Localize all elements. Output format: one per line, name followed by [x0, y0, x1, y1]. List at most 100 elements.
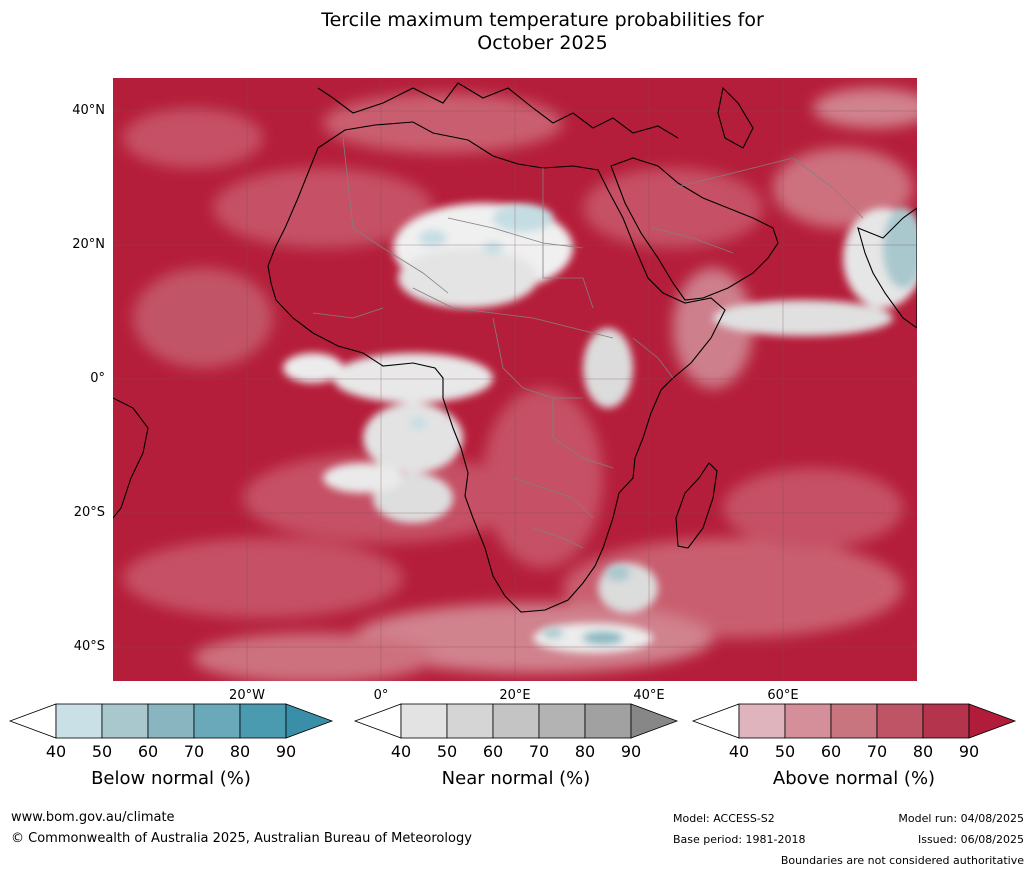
lon-label-0: 0°: [373, 688, 389, 703]
colorbar-segment: [193, 703, 241, 739]
lon-label-20w: 20°W: [229, 688, 265, 703]
footer-copyright: © Commonwealth of Australia 2025, Austra…: [11, 831, 472, 846]
colorbar-tick-label: 60: [482, 742, 504, 761]
below-normal-area: [583, 632, 623, 644]
below-normal-area: [483, 242, 503, 254]
colorbar-svg: [353, 703, 679, 739]
footer-disclaimer: Boundaries are not considered authoritat…: [780, 854, 1024, 867]
colorbar-title-near: Near normal (%): [441, 768, 591, 789]
colorbar-svg: [8, 703, 334, 739]
colorbar-tick-label: 50: [774, 742, 796, 761]
europe-coastline: [317, 82, 679, 139]
colorbar-tick-label: 90: [958, 742, 980, 761]
colorbar-segment: [492, 703, 540, 739]
near-normal-area: [283, 353, 343, 383]
above-normal-mid-area: [723, 468, 903, 548]
arabia-coastline: [610, 157, 779, 301]
colorbar-segment: [239, 703, 287, 739]
africa-coastline: [267, 121, 726, 613]
near-normal-area: [363, 403, 463, 473]
colorbar-min-extension: [8, 703, 57, 739]
title-line-2: October 2025: [477, 32, 608, 54]
colorbar-tick-label: 80: [912, 742, 934, 761]
colorbar-tick-label: 70: [866, 742, 888, 761]
chart-title: Tercile maximum temperature probabilitie…: [0, 9, 1035, 55]
below-normal-area: [410, 417, 426, 429]
footer-base-period: Base period: 1981-2018: [673, 833, 806, 846]
colorbar-tick-label: 40: [45, 742, 67, 761]
madagascar-coastline: [675, 462, 718, 549]
colorbar-above-normal: [691, 703, 1017, 744]
colorbar-segment: [101, 703, 149, 739]
above-normal-mid-area: [123, 538, 403, 618]
colorbar-tick-label: 40: [390, 742, 412, 761]
above-normal-mid-area: [123, 108, 263, 168]
lat-label-20n: 20°N: [72, 237, 105, 252]
above-normal-mid-area: [133, 268, 273, 368]
lat-label-equator: 0°: [90, 371, 105, 386]
above-normal-mid-area: [213, 168, 433, 248]
colorbar-tick-label: 90: [620, 742, 642, 761]
colorbar-tick-label: 60: [137, 742, 159, 761]
caspian-coastline: [717, 86, 754, 149]
above-normal-mid-area: [583, 168, 763, 248]
colorbar-tick-label: 70: [528, 742, 550, 761]
colorbar-segment: [738, 703, 786, 739]
above-normal-mid-area: [483, 388, 603, 568]
colorbar-segment: [446, 703, 494, 739]
near-normal-area: [323, 463, 403, 493]
colorbar-segment: [922, 703, 970, 739]
colorbar-max-extension: [968, 703, 1017, 739]
above-normal-mid-area: [193, 633, 433, 681]
graticule: [113, 78, 917, 681]
footer-issued: Issued: 06/08/2025: [917, 833, 1024, 846]
south-america-coastline: [113, 397, 149, 519]
country-boundaries: [312, 137, 864, 549]
lon-label-60e: 60°E: [767, 688, 799, 703]
footer-model-run: Model run: 04/08/2025: [898, 812, 1024, 825]
colorbar-near-normal: [353, 703, 679, 744]
above-normal-mid-area: [813, 88, 917, 128]
colorbar-segment: [830, 703, 878, 739]
colorbar-tick-label: 80: [574, 742, 596, 761]
colorbar-segment: [147, 703, 195, 739]
below-normal-area: [883, 208, 917, 288]
lon-label-40e: 40°E: [633, 688, 665, 703]
colorbar-tick-label: 40: [728, 742, 750, 761]
colorbar-title-below: Below normal (%): [91, 768, 251, 789]
colorbar-min-extension: [353, 703, 402, 739]
colorbar-segment: [538, 703, 586, 739]
colorbar-svg: [691, 703, 1017, 739]
footer-url: www.bom.gov.au/climate: [11, 810, 175, 825]
colorbar-segment: [400, 703, 448, 739]
lat-label-40n: 40°N: [72, 103, 105, 118]
colorbar-title-above: Above normal (%): [772, 768, 936, 789]
probability-map: [113, 78, 917, 681]
lat-label-20s: 20°S: [73, 505, 105, 520]
colorbar-min-extension: [691, 703, 740, 739]
above-normal-mid-area: [323, 93, 563, 153]
colorbar-tick-label: 70: [183, 742, 205, 761]
colorbar-tick-label: 80: [229, 742, 251, 761]
colorbar-tick-label: 60: [820, 742, 842, 761]
colorbar-below-normal: [8, 703, 334, 744]
title-line-1: Tercile maximum temperature probabilitie…: [321, 9, 764, 31]
lon-label-20e: 20°E: [499, 688, 531, 703]
colorbar-segment: [55, 703, 103, 739]
above-normal-mid-area: [673, 268, 753, 388]
lat-label-40s: 40°S: [73, 639, 105, 654]
india-coastline: [857, 207, 917, 329]
near-normal-area: [398, 248, 538, 308]
near-normal-area: [333, 353, 493, 403]
footer-model: Model: ACCESS-S2: [673, 812, 775, 825]
colorbar-tick-label: 50: [436, 742, 458, 761]
below-normal-area: [606, 565, 630, 581]
colorbar-segment: [784, 703, 832, 739]
colorbar-segment: [584, 703, 632, 739]
above-normal-mid-area: [773, 148, 913, 228]
colorbar-tick-label: 50: [91, 742, 113, 761]
colorbar-segment: [876, 703, 924, 739]
near-normal-area: [583, 328, 633, 408]
near-normal-area: [713, 300, 893, 336]
below-normal-area: [543, 628, 563, 638]
